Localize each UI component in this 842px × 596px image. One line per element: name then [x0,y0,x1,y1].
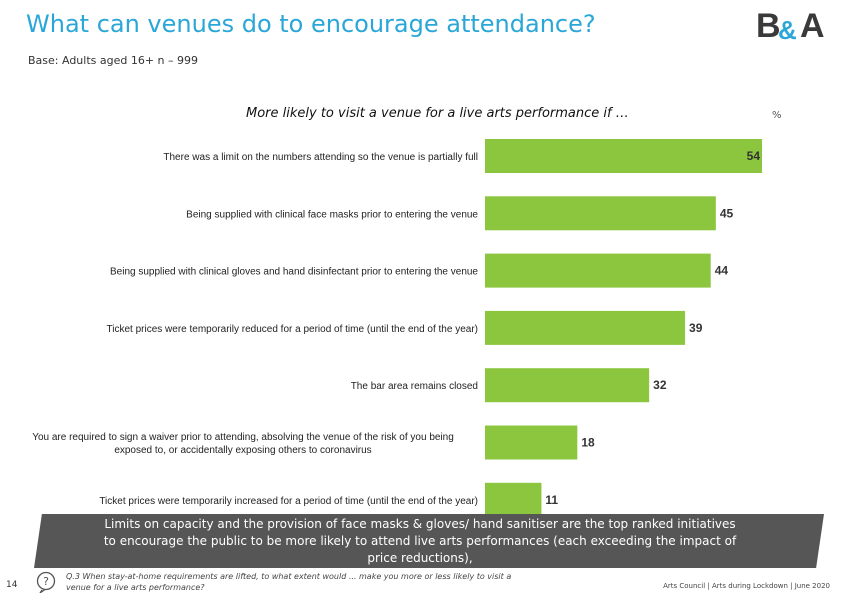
survey-question: Q.3 When stay-at-home requirements are l… [66,572,512,592]
data-label-6: 18 [581,436,595,450]
svg-text:A: A [800,7,825,44]
footer-source: Arts Council | Arts during Lockdown | Ju… [663,582,830,590]
category-label-5: The bar area remains closed [351,381,478,392]
bar-3 [485,253,711,288]
category-label-1: There was a limit on the numbers attendi… [163,152,478,163]
chart-title: More likely to visit a venue for a live … [246,106,629,121]
callout-text: Limits on capacity and the provision of … [103,517,737,565]
svg-text:B: B [756,7,781,44]
svg-text:&: & [778,15,797,44]
callout-banner [34,514,824,568]
svg-text:?: ? [43,575,49,588]
bar-6 [485,425,578,460]
page-title: What can venues do to encourage attendan… [26,10,596,38]
bar-1 [485,139,762,173]
ba-logo: B & A [756,7,825,44]
bar-4 [485,310,686,345]
data-label-2: 45 [720,206,734,220]
category-label-3: Being supplied with clinical gloves and … [110,267,478,278]
data-label-7: 11 [545,493,558,507]
category-label-6: You are required to sign a waiver prior … [32,432,454,456]
category-label-4: Ticket prices were temporarily reduced f… [107,324,478,335]
bar-7 [485,482,542,517]
bar-chart: 54 There was a limit on the numbers atten… [32,139,762,517]
data-label-1: 54 [747,149,761,163]
data-label-5: 32 [653,378,667,392]
category-label-2: Being supplied with clinical face masks … [186,209,478,220]
bar-5 [485,368,650,403]
data-label-3: 44 [715,264,729,278]
bar-2 [485,196,716,231]
page-number: 14 [6,580,18,590]
data-label-4: 39 [689,321,703,335]
question-icon: ? [36,571,56,593]
base-subtitle: Base: Adults aged 16+ n – 999 [28,54,199,67]
category-label-7: Ticket prices were temporarily increased… [99,496,478,507]
percent-unit-label: % [772,110,782,121]
